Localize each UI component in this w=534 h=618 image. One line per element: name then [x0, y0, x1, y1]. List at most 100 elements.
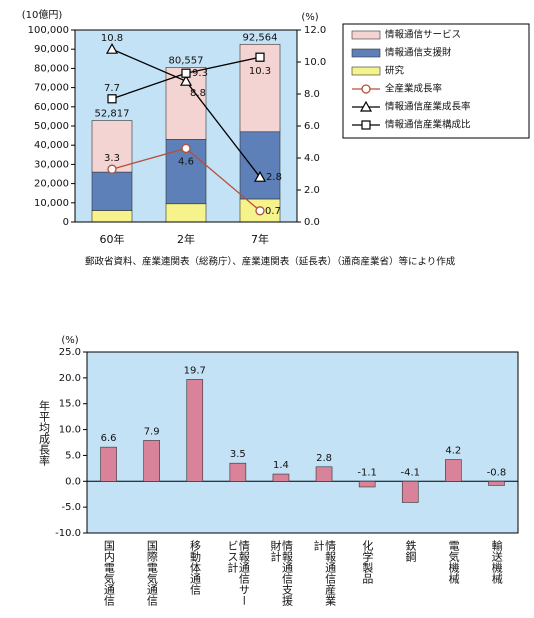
y-tick-label: 80,000	[34, 63, 69, 74]
y2-tick-label: 4.0	[304, 153, 320, 164]
value-label: 10.8	[101, 33, 123, 44]
y2-tick-label: 2.0	[304, 185, 320, 196]
x-tick-label-box: 輸送機械	[490, 540, 504, 584]
marker	[253, 170, 267, 182]
value-label: -1.1	[357, 467, 377, 478]
value-label: 8.8	[190, 88, 206, 99]
bar	[488, 480, 505, 486]
y-tick-label: 25.0	[59, 347, 81, 358]
x-tick-label: 60年	[100, 232, 125, 246]
bar	[315, 466, 333, 482]
bar	[229, 462, 247, 482]
marker	[181, 143, 191, 154]
value-label: 19.7	[184, 365, 206, 376]
marker	[107, 94, 117, 104]
value-label: 7.9	[144, 426, 160, 437]
legend-label: 情報通信産業構成比	[385, 119, 471, 131]
y-tick-label: -5.0	[61, 502, 81, 513]
marker	[181, 68, 191, 78]
y-tick-label: 5.0	[65, 450, 81, 461]
y-tick-label: 40,000	[34, 140, 69, 151]
value-label: 10.3	[249, 66, 271, 77]
x-tick-label: 輸送機械	[490, 540, 504, 584]
bar	[445, 459, 462, 482]
y2-tick-label: 10.0	[304, 57, 326, 68]
y2-tick-label: 8.0	[304, 89, 320, 100]
x-tick-label-box: 情報通信サービス計	[225, 540, 251, 606]
x-tick-label: 情報通信産業計	[312, 540, 337, 606]
x-tick-label: 情報通信サービス計	[225, 540, 251, 606]
y-tick-label: 90,000	[34, 44, 69, 55]
y-tick-label: 15.0	[59, 399, 81, 410]
x-tick-label-box: 鉄鋼	[404, 540, 418, 562]
y-tick-label: 30,000	[34, 159, 69, 170]
source-note: 郵政省資料、産業連関表（総務庁）、産業連関表（延長表）（通商産業省）等により作成	[85, 256, 456, 268]
legend-swatch	[351, 66, 381, 76]
x-tick-label: 鉄鋼	[404, 540, 418, 562]
y-tick-label: 20.0	[59, 373, 81, 384]
value-label: 4.2	[445, 446, 461, 457]
value-label: 0.7	[265, 206, 281, 217]
y-tick-label: 60,000	[34, 102, 69, 113]
legend-label: 情報通信産業成長率	[385, 101, 471, 113]
plot-frame	[74, 29, 298, 223]
x-tick-label: 7年	[251, 232, 269, 246]
x-tick-label: 情報通信支援財計	[268, 540, 294, 606]
bar	[100, 446, 117, 482]
value-label: 3.3	[104, 153, 120, 164]
y2-tick-label: 0.0	[304, 217, 320, 228]
legend-label: 全産業成長率	[385, 83, 443, 95]
value-label: 2.8	[316, 453, 332, 464]
value-label: 1.4	[273, 460, 289, 471]
legend-swatch	[351, 48, 381, 58]
bar-segment	[165, 203, 207, 223]
legend-label: 研究	[385, 65, 405, 77]
y-tick-label: 20,000	[34, 179, 69, 190]
total-label: 92,564	[243, 32, 278, 43]
bar	[272, 473, 290, 482]
x-tick-label: 移動体通信	[188, 540, 202, 595]
x-tick-label-box: 電気機械	[447, 540, 461, 584]
value-label: -4.1	[400, 467, 420, 478]
marker	[105, 42, 119, 54]
marker	[179, 74, 193, 86]
value-label: 2.8	[266, 172, 282, 183]
value-label: 3.5	[230, 449, 246, 460]
x-tick-label: 2年	[177, 232, 195, 246]
y-tick-label: -10.0	[55, 528, 81, 539]
bar-segment	[91, 120, 133, 173]
x-tick-label: 国際電気通信	[145, 540, 159, 606]
legend-marker	[361, 120, 371, 130]
y2-tick-label: 12.0	[304, 25, 326, 36]
legend-marker	[361, 84, 371, 94]
total-label: 80,557	[169, 55, 204, 66]
x-tick-label-box: 国際電気通信	[145, 540, 159, 606]
y-tick-label: 50,000	[34, 121, 69, 132]
legend-label: 情報通信支援財	[385, 47, 452, 59]
y2-axis-title: (%)	[301, 12, 318, 23]
x-tick-label-box: 国内電気通信	[102, 540, 116, 606]
value-label: 9.3	[192, 68, 208, 79]
legend-swatch	[351, 30, 381, 40]
y-tick-label: 70,000	[34, 83, 69, 94]
bar-segment	[91, 171, 133, 211]
marker	[107, 164, 117, 174]
legend-marker	[359, 100, 373, 112]
marker	[255, 52, 265, 62]
legend-box	[342, 23, 530, 139]
y-tick-label: 0.0	[65, 476, 81, 487]
x-tick-label-box: 情報通信支援財計	[268, 540, 294, 606]
bar	[401, 480, 419, 503]
value-label: 7.7	[104, 83, 120, 94]
value-label: 4.6	[178, 156, 194, 167]
x-tick-label-box: 移動体通信	[188, 540, 202, 595]
x-tick-label: 国内電気通信	[102, 540, 116, 606]
y2-tick-label: 6.0	[304, 121, 320, 132]
bar	[358, 480, 376, 488]
total-label: 52,817	[95, 109, 130, 120]
x-tick-label: 電気機械	[447, 540, 461, 584]
bar-segment	[165, 139, 207, 205]
y-tick-label: 0	[63, 217, 69, 228]
